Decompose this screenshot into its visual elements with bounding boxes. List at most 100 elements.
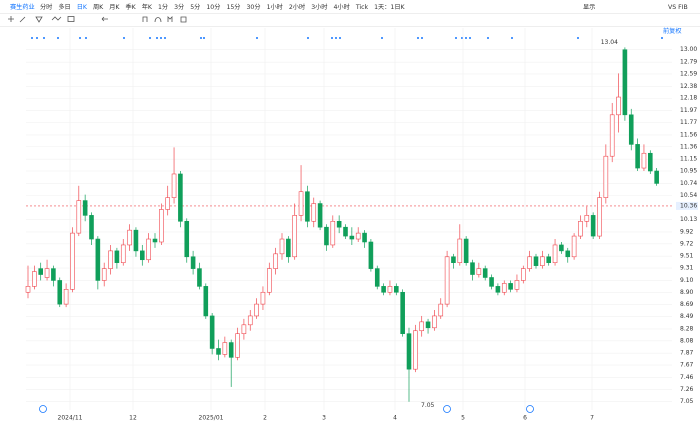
period-tab[interactable]: 30分: [247, 3, 261, 11]
candle-body: [540, 256, 545, 266]
candle-body: [51, 268, 56, 281]
candle-body: [349, 235, 355, 240]
candle-body: [501, 283, 507, 293]
y-tick-label: 9.31: [680, 265, 694, 272]
period-tab[interactable]: 月K: [109, 4, 120, 11]
candle-body: [368, 241, 374, 269]
candle-body: [32, 271, 37, 287]
y-tick-label: 11.56: [680, 131, 697, 138]
draw-tools[interactable]: [8, 16, 187, 23]
candle-body: [63, 289, 69, 305]
x-tick-label: 12: [129, 415, 137, 422]
stock-name[interactable]: 赛生药业: [10, 3, 35, 11]
candle-body: [184, 220, 190, 258]
crosshair-icon[interactable]: [8, 16, 14, 22]
shape-icon[interactable]: [35, 16, 43, 23]
period-tab[interactable]: 2小时: [289, 3, 305, 11]
candle-body: [533, 256, 539, 266]
candle-body: [527, 256, 532, 269]
candle-body: [425, 321, 431, 329]
x-tick-label: 4: [393, 415, 397, 422]
x-tick-label: 2024/11: [58, 415, 83, 422]
candle-body: [470, 262, 475, 275]
candle-body: [413, 330, 418, 370]
period-tab[interactable]: 3小时: [311, 3, 327, 11]
period-tab[interactable]: 1天：1日K: [374, 4, 405, 11]
candle-body: [146, 238, 151, 261]
period-tab[interactable]: 1分: [158, 3, 168, 11]
event-icon[interactable]: [443, 405, 451, 413]
candle-body: [584, 215, 590, 222]
candle-body: [463, 238, 469, 263]
period-tab[interactable]: Tick: [355, 4, 369, 11]
candle-body: [336, 220, 342, 228]
period-tab[interactable]: 分时: [40, 3, 52, 11]
y-tick-label: 13.00: [680, 46, 697, 53]
candle-body: [565, 250, 571, 258]
period-tab[interactable]: 多日: [58, 3, 70, 11]
candle-body: [622, 49, 628, 116]
y-tick-label: 11.77: [680, 119, 697, 126]
y-tick-label: 11.36: [680, 143, 697, 150]
y-tick-label: 7.67: [680, 362, 694, 369]
period-tab[interactable]: 年K: [142, 3, 153, 11]
candle-body: [286, 238, 291, 258]
y-tick-label: 10.54: [680, 192, 697, 199]
candle-body: [387, 286, 393, 293]
event-icon[interactable]: [526, 405, 534, 413]
candle-body: [482, 268, 488, 278]
period-tab[interactable]: 4小时: [334, 3, 350, 11]
period-tab[interactable]: 季K: [126, 3, 137, 11]
display-menu[interactable]: 显示: [583, 4, 595, 11]
max-label: 13.04: [601, 39, 618, 46]
candle-body: [432, 315, 437, 329]
compare-menu[interactable]: VS FIB: [668, 4, 688, 11]
candle-body: [641, 152, 647, 169]
candle-body: [419, 321, 425, 332]
period-tab[interactable]: 日K: [77, 4, 88, 11]
x-tick-label: 2025/01: [199, 415, 224, 422]
candle-body: [216, 348, 221, 355]
candle-body: [635, 144, 640, 169]
misc-icons[interactable]: [142, 16, 187, 23]
period-tab[interactable]: 3分: [174, 3, 184, 11]
candle-body: [140, 250, 145, 261]
candle-body: [133, 229, 139, 252]
line-icon[interactable]: [19, 16, 26, 23]
period-tab[interactable]: 5分: [190, 3, 200, 11]
candle-body: [82, 200, 88, 216]
candle-body: [25, 286, 31, 293]
y-tick-label: 11.15: [680, 156, 697, 163]
candle-body: [330, 220, 336, 246]
candle-body: [235, 333, 240, 358]
adjust-label[interactable]: 前复权: [663, 27, 682, 35]
fib-icon[interactable]: [67, 16, 75, 22]
last-price-label: 10.36: [680, 202, 697, 209]
y-tick-label: 12.18: [680, 95, 697, 102]
candle-body: [95, 238, 101, 281]
y-tick-label: 8.90: [680, 289, 694, 296]
candle-body: [298, 191, 304, 216]
x-tick-label: 6: [523, 415, 527, 422]
candle-body: [120, 244, 126, 263]
candle-body: [317, 203, 323, 228]
candle-body: [197, 268, 202, 287]
candle-body: [76, 200, 82, 234]
candle-body: [165, 197, 170, 210]
y-tick-label: 7.46: [680, 374, 694, 381]
y-tick-label: 9.51: [680, 253, 694, 260]
candle-body: [292, 215, 298, 258]
event-icon[interactable]: [39, 405, 47, 413]
candle-body: [559, 244, 564, 252]
period-tab[interactable]: 周K: [93, 4, 104, 11]
arrow-icon[interactable]: [101, 16, 108, 22]
period-tab[interactable]: 10分: [206, 3, 220, 11]
x-tick-label: 2: [263, 415, 267, 422]
candle-body: [520, 268, 526, 281]
wave-icon[interactable]: [51, 16, 62, 21]
period-tab[interactable]: 15分: [226, 3, 240, 11]
candle-body: [279, 238, 285, 255]
period-tab[interactable]: 1小时: [267, 3, 283, 11]
event-dots: [31, 37, 663, 39]
y-tick-label: 9.92: [680, 228, 694, 235]
